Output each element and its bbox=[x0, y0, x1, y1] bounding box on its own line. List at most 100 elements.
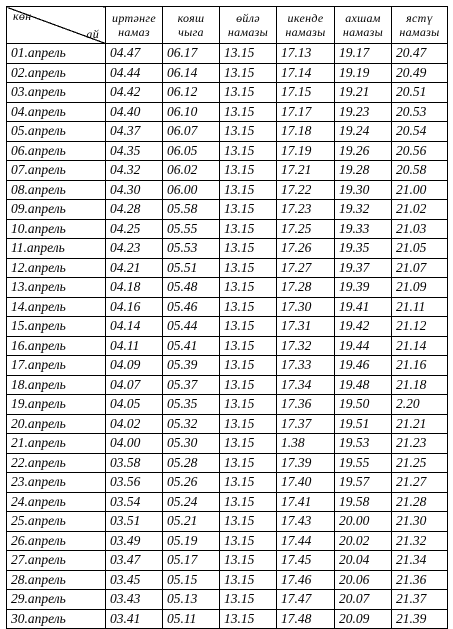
day-cell: 09.апрель bbox=[6, 199, 106, 220]
day-cell: 04.апрель bbox=[6, 101, 106, 122]
asr-time-cell: 17.45 bbox=[276, 550, 335, 571]
day-cell: 17.апрель bbox=[6, 355, 106, 376]
maghrib-time-cell: 19.28 bbox=[334, 160, 392, 181]
day-cell: 25.апрель bbox=[6, 511, 106, 532]
asr-time-cell: 17.25 bbox=[276, 218, 335, 239]
sunrise-time-cell: 05.46 bbox=[162, 296, 220, 317]
dhuhr-time-cell: 13.15 bbox=[219, 316, 277, 337]
maghrib-time-cell: 20.00 bbox=[334, 511, 392, 532]
sunrise-time-cell: 05.13 bbox=[162, 589, 220, 610]
day-cell: 30.апрель bbox=[6, 608, 106, 629]
maghrib-time-cell: 19.39 bbox=[334, 277, 392, 298]
column-header-line1: икенде bbox=[287, 11, 324, 25]
column-header-line1: ахшам bbox=[345, 11, 381, 25]
day-cell: 26.апрель bbox=[6, 530, 106, 551]
isha-time-cell: 20.51 bbox=[391, 82, 448, 103]
isha-time-cell: 21.12 bbox=[391, 316, 448, 337]
dhuhr-time-cell: 13.15 bbox=[219, 238, 277, 259]
isha-time-cell: 20.56 bbox=[391, 140, 448, 161]
table-row: 16.апрель 04.11 05.41 13.15 17.32 19.44 21.14 bbox=[6, 335, 448, 356]
column-header-line2: намазы bbox=[285, 25, 326, 39]
table-row: 04.апрель 04.40 06.10 13.15 17.17 19.23 20.53 bbox=[6, 101, 448, 122]
table-row: 17.апрель 04.09 05.39 13.15 17.33 19.46 21.16 bbox=[6, 355, 448, 376]
maghrib-time-cell: 19.24 bbox=[334, 121, 392, 142]
column-header-sunrise: кояш чыга bbox=[162, 6, 220, 44]
day-cell: 13.апрель bbox=[6, 277, 106, 298]
column-header-line2: намазы bbox=[399, 25, 440, 39]
isha-time-cell: 20.53 bbox=[391, 101, 448, 122]
maghrib-time-cell: 19.21 bbox=[334, 82, 392, 103]
table-row: 20.апрель 04.02 05.32 13.15 17.37 19.51 21.21 bbox=[6, 413, 448, 434]
dhuhr-time-cell: 13.15 bbox=[219, 199, 277, 220]
sunrise-time-cell: 05.41 bbox=[162, 335, 220, 356]
column-header-line1: ястү bbox=[406, 11, 433, 25]
maghrib-time-cell: 19.50 bbox=[334, 394, 392, 415]
fajr-time-cell: 04.05 bbox=[105, 394, 163, 415]
column-header-line1: өйлә bbox=[236, 11, 260, 25]
table-row: 07.апрель 04.32 06.02 13.15 17.21 19.28 20.58 bbox=[6, 160, 448, 181]
isha-time-cell: 21.34 bbox=[391, 550, 448, 571]
fajr-time-cell: 04.16 bbox=[105, 296, 163, 317]
table-row: 24.апрель 03.54 05.24 13.15 17.41 19.58 21.28 bbox=[6, 491, 448, 512]
table-row: 11.апрель 04.23 05.53 13.15 17.26 19.35 21.05 bbox=[6, 238, 448, 259]
sunrise-time-cell: 05.39 bbox=[162, 355, 220, 376]
isha-time-cell: 21.09 bbox=[391, 277, 448, 298]
dhuhr-time-cell: 13.15 bbox=[219, 101, 277, 122]
day-cell: 05.апрель bbox=[6, 121, 106, 142]
day-cell: 11.апрель bbox=[6, 238, 106, 259]
sunrise-time-cell: 05.48 bbox=[162, 277, 220, 298]
column-header-dhuhr: өйлә намазы bbox=[219, 6, 277, 44]
maghrib-time-cell: 19.33 bbox=[334, 218, 392, 239]
asr-time-cell: 17.33 bbox=[276, 355, 335, 376]
day-cell: 03.апрель bbox=[6, 82, 106, 103]
asr-time-cell: 17.43 bbox=[276, 511, 335, 532]
fajr-time-cell: 04.47 bbox=[105, 43, 163, 64]
fajr-time-cell: 04.35 bbox=[105, 140, 163, 161]
day-cell: 28.апрель bbox=[6, 569, 106, 590]
maghrib-time-cell: 20.07 bbox=[334, 589, 392, 610]
isha-time-cell: 21.25 bbox=[391, 452, 448, 473]
isha-time-cell: 21.11 bbox=[391, 296, 448, 317]
table-header-row: көн ай иртәнге намаз кояш чыга өйлә нама… bbox=[6, 6, 448, 44]
sunrise-time-cell: 06.00 bbox=[162, 179, 220, 200]
table-row: 22.апрель 03.58 05.28 13.15 17.39 19.55 21.25 bbox=[6, 452, 448, 473]
maghrib-time-cell: 19.23 bbox=[334, 101, 392, 122]
maghrib-time-cell: 19.41 bbox=[334, 296, 392, 317]
column-header-asr: икенде намазы bbox=[276, 6, 335, 44]
day-cell: 24.апрель bbox=[6, 491, 106, 512]
sunrise-time-cell: 05.37 bbox=[162, 374, 220, 395]
maghrib-time-cell: 19.17 bbox=[334, 43, 392, 64]
table-body: 01.апрель 04.47 06.17 13.15 17.13 19.17 20.47 0… bbox=[6, 43, 448, 629]
sunrise-time-cell: 05.28 bbox=[162, 452, 220, 473]
sunrise-time-cell: 05.35 bbox=[162, 394, 220, 415]
dhuhr-time-cell: 13.15 bbox=[219, 452, 277, 473]
isha-time-cell: 21.07 bbox=[391, 257, 448, 278]
isha-time-cell: 21.21 bbox=[391, 413, 448, 434]
sunrise-time-cell: 05.26 bbox=[162, 472, 220, 493]
fajr-time-cell: 04.23 bbox=[105, 238, 163, 259]
asr-time-cell: 17.13 bbox=[276, 43, 335, 64]
dhuhr-time-cell: 13.15 bbox=[219, 472, 277, 493]
day-cell: 18.апрель bbox=[6, 374, 106, 395]
corner-header-cell: көн ай bbox=[6, 6, 106, 44]
dhuhr-time-cell: 13.15 bbox=[219, 121, 277, 142]
day-header-label: көн bbox=[13, 9, 32, 23]
fajr-time-cell: 04.00 bbox=[105, 433, 163, 454]
maghrib-time-cell: 19.42 bbox=[334, 316, 392, 337]
table-row: 02.апрель 04.44 06.14 13.15 17.14 19.19 20.49 bbox=[6, 62, 448, 83]
table-row: 09.апрель 04.28 05.58 13.15 17.23 19.32 21.02 bbox=[6, 199, 448, 220]
day-cell: 02.апрель bbox=[6, 62, 106, 83]
asr-time-cell: 17.48 bbox=[276, 608, 335, 629]
isha-time-cell: 21.39 bbox=[391, 608, 448, 629]
asr-time-cell: 17.18 bbox=[276, 121, 335, 142]
asr-time-cell: 17.14 bbox=[276, 62, 335, 83]
maghrib-time-cell: 19.32 bbox=[334, 199, 392, 220]
asr-time-cell: 17.23 bbox=[276, 199, 335, 220]
fajr-time-cell: 04.28 bbox=[105, 199, 163, 220]
sunrise-time-cell: 05.11 bbox=[162, 608, 220, 629]
column-header-line1: кояш bbox=[177, 11, 205, 25]
fajr-time-cell: 04.18 bbox=[105, 277, 163, 298]
fajr-time-cell: 03.41 bbox=[105, 608, 163, 629]
fajr-time-cell: 04.30 bbox=[105, 179, 163, 200]
asr-time-cell: 17.21 bbox=[276, 160, 335, 181]
